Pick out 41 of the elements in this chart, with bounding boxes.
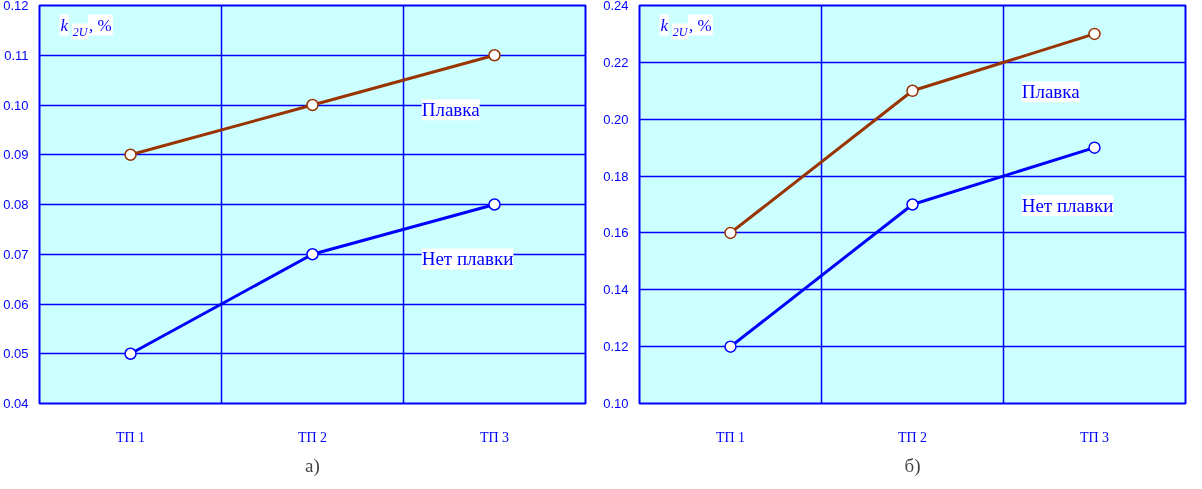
point <box>724 340 737 353</box>
x-tick-label: ТП 3 <box>479 429 510 445</box>
series-label: Плавка <box>421 99 481 121</box>
y-tick-label: 0.16 <box>603 225 629 241</box>
y-tick-label: 0.12 <box>3 0 29 13</box>
point <box>488 198 501 211</box>
text: а) <box>305 454 320 477</box>
y-tick-label: 0.07 <box>3 246 29 262</box>
x-tick-label: ТП 1 <box>115 429 146 445</box>
text: б) <box>904 454 921 477</box>
point <box>1088 141 1101 154</box>
x-tick-label: ТП 3 <box>1079 429 1110 445</box>
x-tick-label: ТП 2 <box>297 429 328 445</box>
y-tick-label: 0.14 <box>603 282 629 298</box>
point <box>1088 27 1101 41</box>
y-tick-label: 0.20 <box>603 111 629 127</box>
y-tick-label: 0.10 <box>3 97 29 113</box>
point <box>124 347 137 360</box>
point <box>724 226 737 240</box>
series-label: Нет плавки <box>1021 195 1114 217</box>
y-tick-label: 0.18 <box>603 168 629 184</box>
y-tick-label: 0.08 <box>3 197 29 212</box>
y-tick-label: 0.09 <box>3 147 29 163</box>
y-tick-label: 0.04 <box>3 396 29 411</box>
y-tick-label: 0.10 <box>603 396 629 411</box>
point <box>906 84 919 98</box>
point <box>306 98 319 112</box>
point <box>906 198 919 211</box>
y-tick-label: 0.11 <box>4 47 29 63</box>
point <box>124 148 137 161</box>
y-tick-label: 0.22 <box>603 54 629 70</box>
x-tick-label: ТП 2 <box>897 429 928 445</box>
series-label: Нет плавки <box>421 248 514 270</box>
x-tick-label: ТП 1 <box>715 429 746 445</box>
y-tick-label: 0.12 <box>603 339 629 355</box>
y-tick-label: 0.06 <box>3 296 29 312</box>
point <box>306 248 319 261</box>
point <box>488 49 501 62</box>
y-tick-label: 0.24 <box>603 0 629 13</box>
series-label: Плавка <box>1021 81 1081 103</box>
y-tick-label: 0.05 <box>3 346 29 362</box>
